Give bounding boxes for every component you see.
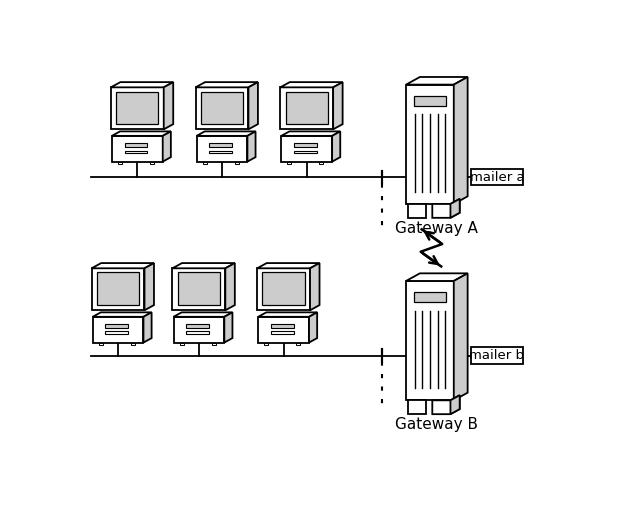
Polygon shape [406, 85, 454, 204]
Bar [212, 343, 216, 345]
Polygon shape [112, 136, 163, 161]
Polygon shape [280, 82, 343, 87]
Polygon shape [451, 395, 460, 414]
Bar [125, 143, 147, 147]
Polygon shape [195, 82, 258, 87]
Polygon shape [406, 274, 467, 281]
Polygon shape [258, 317, 309, 343]
Polygon shape [112, 131, 171, 136]
Polygon shape [224, 312, 233, 343]
Polygon shape [280, 87, 333, 129]
Bar [288, 161, 291, 165]
Polygon shape [173, 317, 224, 343]
Bar [105, 332, 128, 334]
Bar [235, 161, 239, 165]
Polygon shape [144, 312, 152, 343]
Polygon shape [172, 263, 235, 268]
Text: mailer b: mailer b [469, 349, 524, 362]
Polygon shape [111, 82, 173, 87]
Polygon shape [432, 395, 460, 414]
Bar [294, 143, 317, 147]
Bar [178, 272, 220, 305]
Polygon shape [309, 312, 317, 343]
Polygon shape [163, 131, 171, 161]
Bar [105, 324, 128, 329]
Bar [203, 161, 207, 165]
Polygon shape [332, 131, 340, 161]
Polygon shape [408, 204, 426, 218]
Polygon shape [258, 312, 317, 317]
Bar [180, 343, 183, 345]
Bar [271, 324, 294, 329]
Polygon shape [248, 131, 256, 161]
Bar [319, 161, 323, 165]
Polygon shape [195, 87, 248, 129]
Text: Gateway A: Gateway A [394, 221, 477, 236]
Polygon shape [281, 131, 340, 136]
Polygon shape [163, 82, 173, 129]
Bar [263, 272, 305, 305]
Polygon shape [432, 199, 460, 218]
Polygon shape [257, 263, 319, 268]
Bar [118, 161, 122, 165]
Bar [271, 332, 294, 334]
Polygon shape [406, 281, 454, 400]
Polygon shape [145, 263, 154, 310]
Polygon shape [92, 263, 154, 268]
Polygon shape [248, 82, 258, 129]
Text: mailer a: mailer a [470, 171, 524, 184]
Polygon shape [451, 199, 460, 218]
Bar [131, 343, 135, 345]
Polygon shape [111, 87, 163, 129]
Polygon shape [172, 268, 225, 310]
Polygon shape [281, 136, 332, 161]
Bar [286, 91, 328, 125]
Bar [296, 343, 300, 345]
Bar [209, 143, 232, 147]
Polygon shape [173, 312, 233, 317]
Polygon shape [310, 263, 319, 310]
Polygon shape [257, 268, 310, 310]
Polygon shape [92, 317, 144, 343]
Polygon shape [454, 77, 467, 204]
Polygon shape [454, 274, 467, 400]
Bar [186, 324, 209, 329]
Bar [125, 151, 147, 154]
Bar [150, 161, 154, 165]
Bar [414, 292, 446, 303]
Polygon shape [333, 82, 343, 129]
Bar [414, 96, 446, 106]
Polygon shape [92, 268, 145, 310]
Polygon shape [197, 136, 248, 161]
Bar [470, 169, 523, 185]
Bar [201, 91, 243, 125]
Polygon shape [197, 131, 256, 136]
Polygon shape [92, 312, 152, 317]
Bar [470, 347, 523, 364]
Bar [116, 91, 158, 125]
Text: Gateway B: Gateway B [394, 417, 477, 432]
Bar [97, 272, 139, 305]
Polygon shape [225, 263, 235, 310]
Bar [186, 332, 209, 334]
Bar [209, 151, 232, 154]
Polygon shape [408, 400, 426, 414]
Bar [265, 343, 268, 345]
Bar [99, 343, 103, 345]
Polygon shape [406, 77, 467, 85]
Bar [294, 151, 317, 154]
